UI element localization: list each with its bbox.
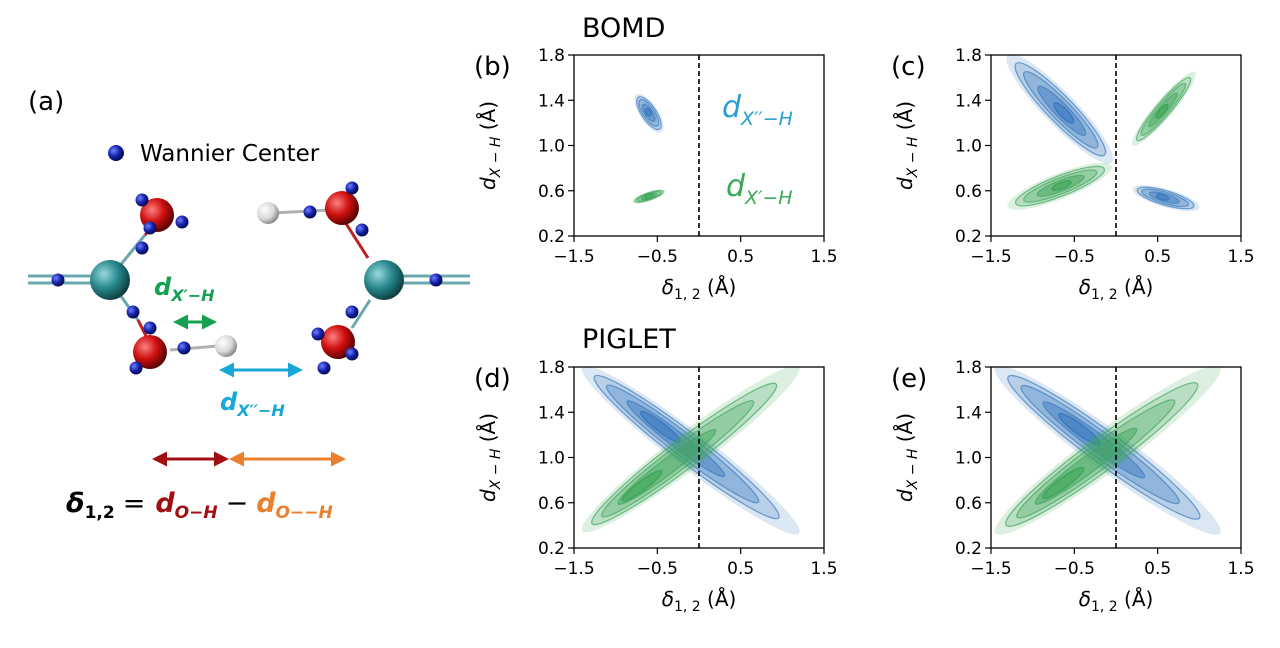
y-tick-label: 1.0 xyxy=(538,449,565,469)
panel-a-label: (a) xyxy=(28,87,64,117)
panel-label: (d) xyxy=(474,364,511,394)
plot-area xyxy=(581,367,800,535)
dx2-label: dX′′−H xyxy=(220,388,285,420)
x-tick-label: −1.5 xyxy=(553,559,594,579)
delta-equation: δ1,2 = dO−H − dO−−H xyxy=(66,488,333,523)
x-axis-label: δ1, 2 (Å) xyxy=(1079,275,1154,303)
contour-blob-blue-0 xyxy=(994,367,1221,535)
y-tick-label: 1.0 xyxy=(955,449,982,469)
panel-label: (e) xyxy=(891,364,927,394)
contour-blob-blue-0 xyxy=(634,93,664,133)
contour-blob-blue-0 xyxy=(1006,55,1114,164)
plot-area xyxy=(632,93,666,204)
y-axis-label: dX − H (Å) xyxy=(893,101,921,190)
oxygen-atom-top-right xyxy=(325,191,359,225)
panel-c: −1.5 −0.5 0.5 1.5 0.2 0.6 1.0 1.4 1.8 δ1, 2 (Å) dX… xyxy=(891,46,1255,303)
x-axis-label: δ1, 2 (Å) xyxy=(662,275,737,303)
panel-e: −1.5 −0.5 0.5 1.5 0.2 0.6 1.0 1.4 1.8 δ1, 2 (Å) dX… xyxy=(891,358,1255,615)
x-tick-label: −0.5 xyxy=(637,559,678,579)
hydrogen-atom-right xyxy=(257,202,279,224)
contour-blob-green-1 xyxy=(994,367,1221,535)
y-tick-label: 1.8 xyxy=(538,358,565,378)
x-tick-label: 1.5 xyxy=(810,559,837,579)
x-tick-label: 1.5 xyxy=(1227,247,1254,267)
row-title-piglet: PIGLET xyxy=(582,324,676,355)
x-tick-label: 0.5 xyxy=(1144,247,1171,267)
y-tick-label: 1.0 xyxy=(538,137,565,157)
y-tick-label: 1.0 xyxy=(955,137,982,157)
hydrogen-atom-left xyxy=(215,335,237,357)
y-tick-label: 0.2 xyxy=(955,227,982,247)
contour-blob-green-2 xyxy=(1007,162,1113,210)
annotation-dx2: dX′′−H xyxy=(722,90,793,130)
row-title-bomd: BOMD xyxy=(582,13,665,44)
right-metal-atom xyxy=(364,260,404,300)
plot-area xyxy=(994,367,1221,535)
panel-a: (a) Wannier Center xyxy=(28,87,470,523)
y-axis-label: dX − H (Å) xyxy=(893,413,921,502)
y-tick-label: 0.6 xyxy=(538,182,565,202)
x-tick-label: −0.5 xyxy=(637,247,678,267)
y-tick-label: 1.8 xyxy=(955,46,982,66)
y-tick-label: 0.2 xyxy=(538,539,565,559)
oxygen-atom-bottom-left xyxy=(133,335,167,369)
x-tick-label: 0.5 xyxy=(727,559,754,579)
y-tick-label: 0.6 xyxy=(955,494,982,514)
legend-wannier-icon xyxy=(108,145,124,161)
x-axis-label: δ1, 2 (Å) xyxy=(662,587,737,615)
legend-wannier-text: Wannier Center xyxy=(140,141,320,167)
x-tick-label: 1.5 xyxy=(1227,559,1254,579)
y-tick-label: 0.6 xyxy=(955,182,982,202)
molecule-diagram xyxy=(28,181,470,375)
y-tick-label: 1.4 xyxy=(955,91,982,111)
x-tick-label: −1.5 xyxy=(553,247,594,267)
y-axis-label: dX − H (Å) xyxy=(476,101,504,190)
contour-panels: −1.5 −0.5 0.5 1.5 0.2 0.6 1.0 1.4 1.8 δ1, 2 (Å) dX… xyxy=(474,46,1255,615)
x-tick-label: −0.5 xyxy=(1054,559,1095,579)
y-tick-label: 0.2 xyxy=(955,539,982,559)
y-tick-label: 1.8 xyxy=(538,46,565,66)
plot-area xyxy=(1006,55,1200,212)
contour-blob-blue-0 xyxy=(581,367,800,535)
annotation-dx1: dX′−H xyxy=(726,169,793,209)
y-axis-label: dX − H (Å) xyxy=(476,413,504,502)
x-axis-label: δ1, 2 (Å) xyxy=(1079,587,1154,615)
contour-blob-green-3 xyxy=(1131,71,1196,146)
x-tick-label: 0.5 xyxy=(1144,559,1171,579)
panel-label: (b) xyxy=(474,52,511,82)
y-tick-label: 0.6 xyxy=(538,494,565,514)
dx1-label: dX′−H xyxy=(154,273,215,305)
wannier-centers xyxy=(51,181,443,375)
panel-b: −1.5 −0.5 0.5 1.5 0.2 0.6 1.0 1.4 1.8 δ1, 2 (Å) dX… xyxy=(474,46,838,303)
x-tick-label: −1.5 xyxy=(970,247,1011,267)
x-tick-label: 1.5 xyxy=(810,247,837,267)
contour-blob-green-1 xyxy=(632,189,666,204)
y-tick-label: 1.4 xyxy=(955,403,982,423)
contour-blob-blue-1 xyxy=(1132,185,1200,212)
x-tick-label: −0.5 xyxy=(1054,247,1095,267)
oxygen-atom-bottom-right xyxy=(321,325,355,359)
y-tick-label: 1.4 xyxy=(538,91,565,111)
bonds xyxy=(28,208,470,352)
y-tick-label: 0.2 xyxy=(538,227,565,247)
x-tick-label: −1.5 xyxy=(970,559,1011,579)
contour-blob-green-1 xyxy=(581,367,800,533)
panel-d: −1.5 −0.5 0.5 1.5 0.2 0.6 1.0 1.4 1.8 δ1, 2 (Å) dX… xyxy=(474,358,838,615)
y-tick-label: 1.8 xyxy=(955,358,982,378)
panel-label: (c) xyxy=(891,52,926,82)
y-tick-label: 1.4 xyxy=(538,403,565,423)
x-tick-label: 0.5 xyxy=(727,247,754,267)
left-metal-atom xyxy=(90,260,130,300)
